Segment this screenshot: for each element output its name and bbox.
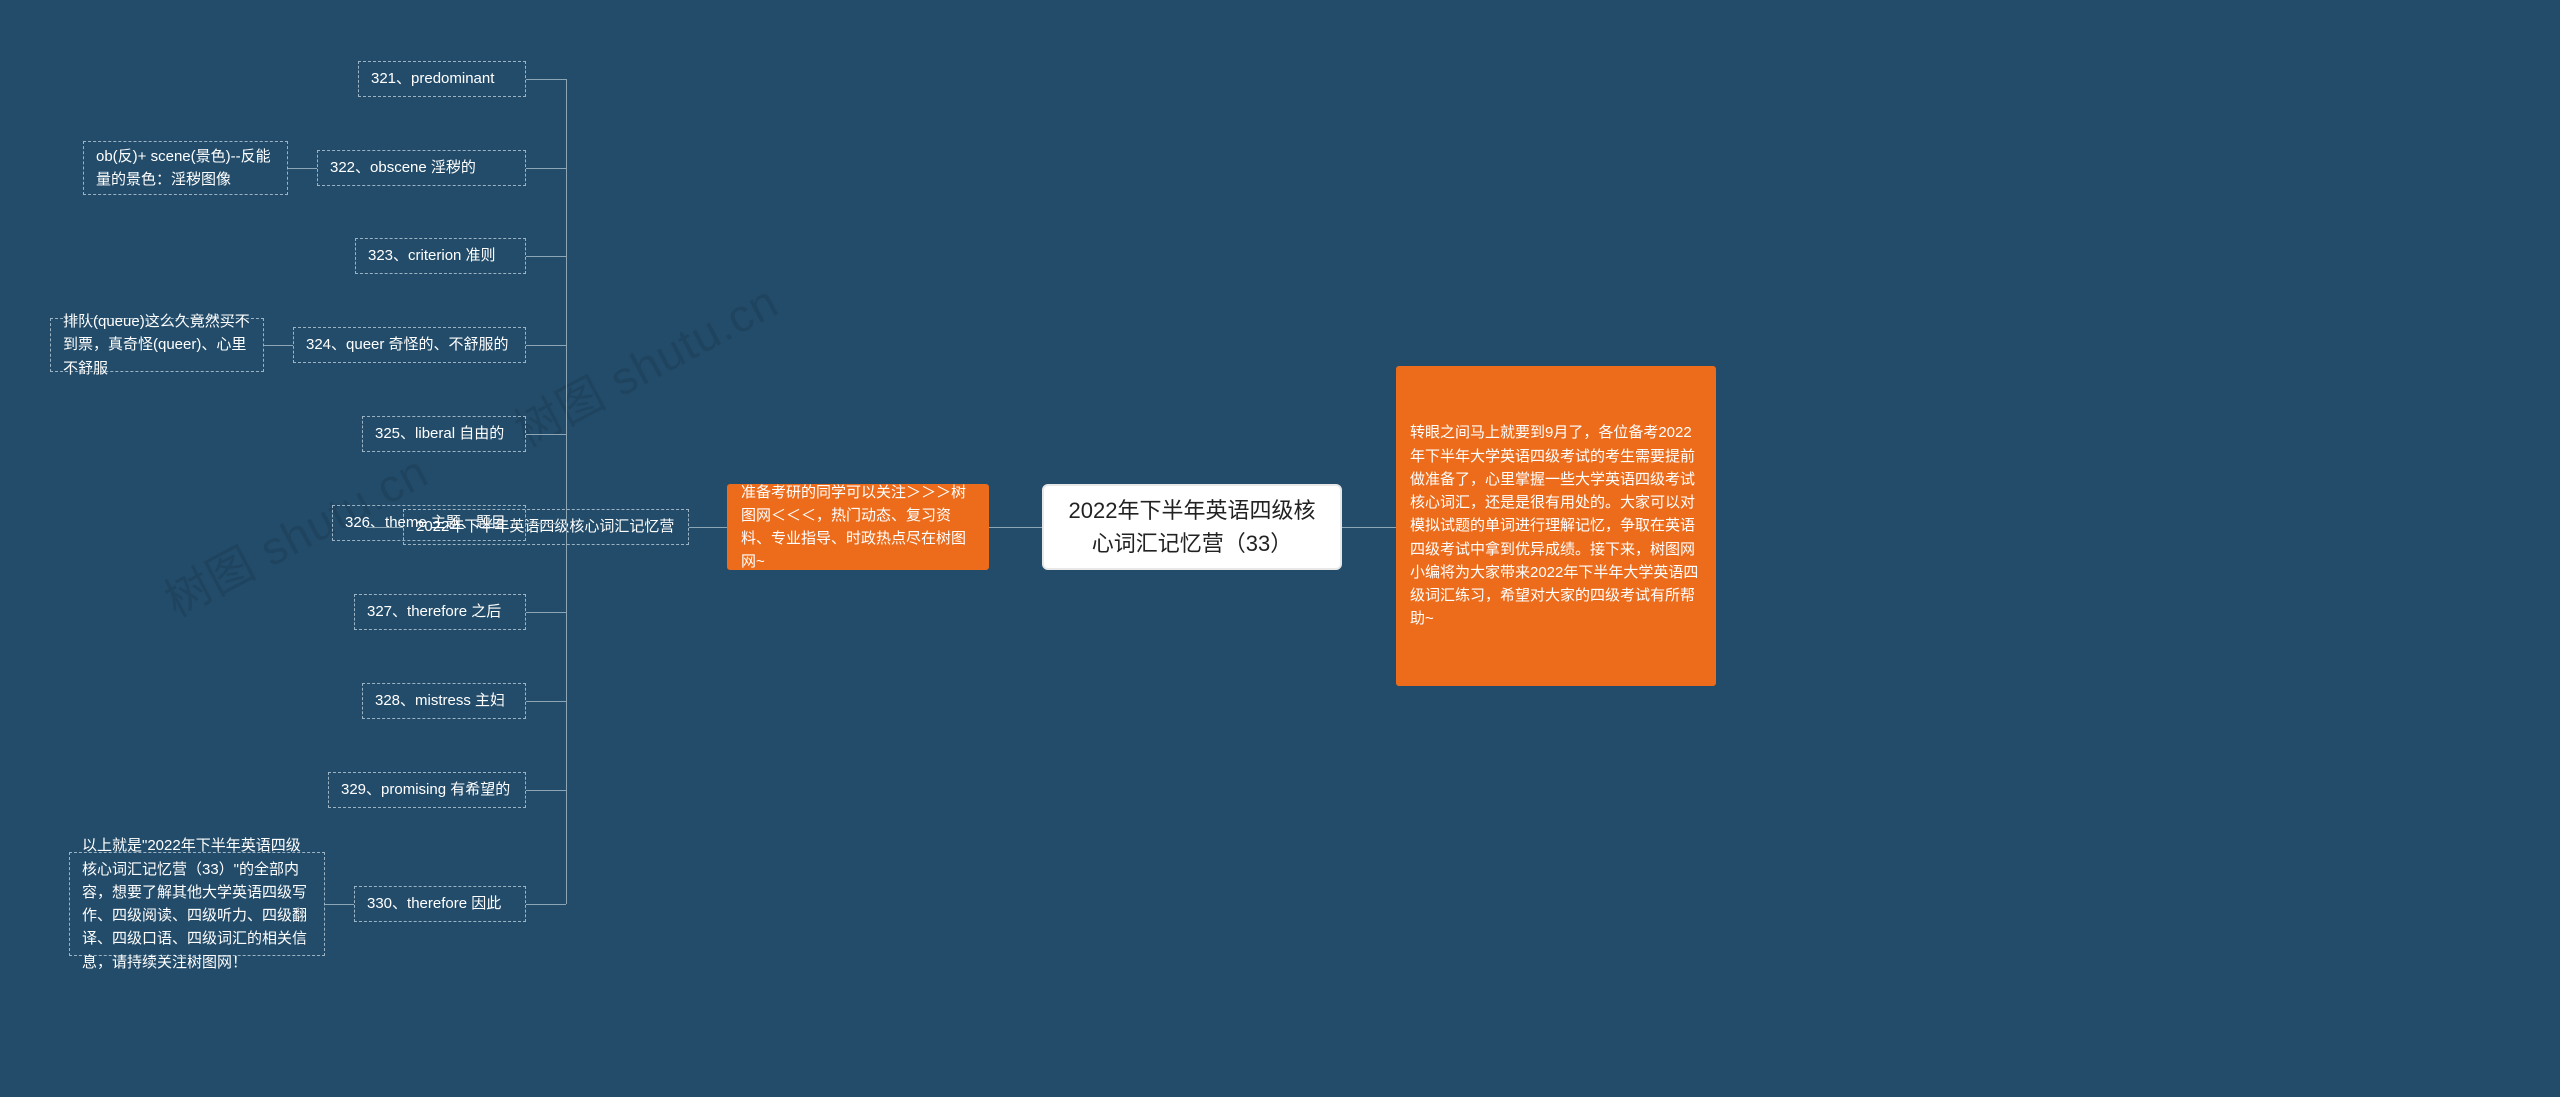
stub-323 xyxy=(526,256,566,257)
stub-329 xyxy=(526,790,566,791)
stub-326 xyxy=(526,523,566,524)
vocab-item-324: 324、queer 奇怪的、不舒服的 xyxy=(293,327,526,363)
vocab-item-323: 323、criterion 准则 xyxy=(355,238,526,274)
vocab-item-321: 321、predominant xyxy=(358,61,526,97)
connector-promo-section xyxy=(689,527,727,528)
stub-321 xyxy=(526,79,566,80)
intro-paragraph: 转眼之间马上就要到9月了，各位备考2022年下半年大学英语四级考试的考生需要提前… xyxy=(1396,366,1716,686)
promo-note: 准备考研的同学可以关注＞＞＞树图网＜＜＜，热门动态、复习资料、专业指导、时政热点… xyxy=(727,484,989,570)
vocab-item-329: 329、promising 有希望的 xyxy=(328,772,526,808)
stub-328 xyxy=(526,701,566,702)
vocab-note-330: 以上就是"2022年下半年英语四级核心词汇记忆营（33）"的全部内容，想要了解其… xyxy=(69,852,325,956)
stub-330 xyxy=(526,904,566,905)
vocab-item-330: 330、therefore 因此 xyxy=(354,886,526,922)
vocab-item-322: 322、obscene 淫秽的 xyxy=(317,150,526,186)
connector-note-322 xyxy=(288,168,317,169)
vocab-note-322: ob(反)+ scene(景色)--反能量的景色：淫秽图像 xyxy=(83,141,288,195)
vocab-item-328: 328、mistress 主妇 xyxy=(362,683,526,719)
vocab-item-325: 325、liberal 自由的 xyxy=(362,416,526,452)
stub-324 xyxy=(526,345,566,346)
root-node: 2022年下半年英语四级核心词汇记忆营（33） xyxy=(1042,484,1342,570)
vocab-note-324: 排队(queue)这么久竟然买不到票，真奇怪(queer)、心里不舒服 xyxy=(50,318,264,372)
watermark-2: 树图 shutu.cn xyxy=(501,266,788,460)
stub-327 xyxy=(526,612,566,613)
stub-322 xyxy=(526,168,566,169)
stub-325 xyxy=(526,434,566,435)
bus-vertical xyxy=(566,79,567,904)
connector-note-330 xyxy=(325,904,354,905)
connector-root-left xyxy=(989,527,1042,528)
bus-join xyxy=(566,527,567,528)
connector-root-right xyxy=(1342,527,1396,528)
vocab-item-326: 326、theme 主题、题目 xyxy=(332,505,526,541)
connector-note-324 xyxy=(264,345,293,346)
vocab-item-327: 327、therefore 之后 xyxy=(354,594,526,630)
connector-section-bus xyxy=(366,527,403,528)
